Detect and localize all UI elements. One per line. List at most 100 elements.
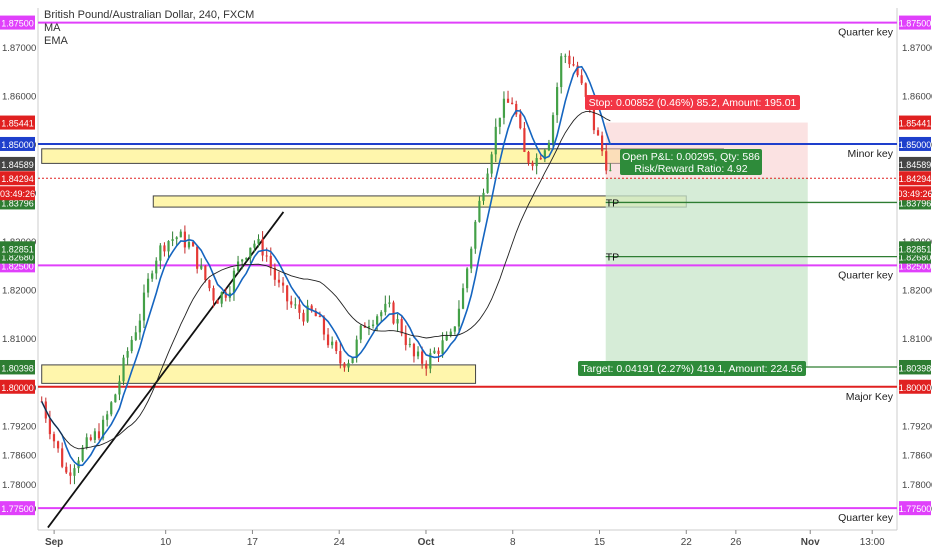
candle-body[interactable] — [482, 192, 485, 201]
candle-body[interactable] — [376, 316, 379, 325]
candle-body[interactable] — [236, 261, 240, 271]
candle-body[interactable] — [421, 351, 424, 364]
candle-body[interactable] — [81, 447, 84, 461]
candle-body[interactable] — [531, 162, 534, 167]
candle-body[interactable] — [502, 98, 506, 118]
candle-body[interactable] — [163, 245, 166, 252]
candle-body[interactable] — [347, 363, 350, 368]
candle-body[interactable] — [232, 270, 236, 293]
candle-body[interactable] — [257, 238, 260, 244]
candle-body[interactable] — [183, 231, 186, 248]
candle-body[interactable] — [118, 381, 121, 395]
candle-body[interactable] — [404, 333, 407, 346]
candle-body[interactable] — [126, 351, 129, 358]
candle-body[interactable] — [441, 340, 444, 354]
candle-body[interactable] — [539, 157, 542, 160]
candle-body[interactable] — [216, 300, 219, 304]
candle-body[interactable] — [318, 316, 321, 318]
candle-body[interactable] — [310, 305, 313, 311]
candle-body[interactable] — [592, 109, 596, 131]
candle-body[interactable] — [298, 304, 301, 313]
candle-body[interactable] — [302, 312, 305, 322]
candle-body[interactable] — [572, 64, 575, 66]
candle-body[interactable] — [506, 98, 510, 103]
candle-body[interactable] — [576, 65, 579, 76]
candle-body[interactable] — [167, 240, 170, 252]
candle-body[interactable] — [200, 265, 203, 269]
candle-body[interactable] — [392, 302, 395, 324]
candle-body[interactable] — [425, 363, 428, 369]
candle-body[interactable] — [56, 441, 60, 449]
candle-body[interactable] — [609, 170, 612, 172]
candle-body[interactable] — [429, 353, 432, 369]
candle-body[interactable] — [249, 247, 252, 258]
candle-body[interactable] — [77, 460, 80, 469]
candle-body[interactable] — [494, 126, 497, 155]
candle-body[interactable] — [294, 304, 297, 306]
candle-body[interactable] — [461, 288, 465, 309]
candle-body[interactable] — [596, 130, 600, 136]
candle-body[interactable] — [367, 326, 371, 328]
candle-body[interactable] — [515, 103, 518, 115]
indicator-ema-label[interactable]: EMA — [44, 35, 68, 47]
candle-body[interactable] — [179, 231, 182, 238]
candle-body[interactable] — [101, 419, 105, 439]
candle-body[interactable] — [187, 242, 191, 248]
candle-body[interactable] — [580, 75, 583, 84]
candle-body[interactable] — [560, 56, 563, 88]
candle-body[interactable] — [155, 260, 158, 274]
candle-body[interactable] — [355, 339, 358, 358]
indicator-ma-label[interactable]: MA — [44, 22, 61, 34]
candle-body[interactable] — [151, 273, 154, 279]
candle-body[interactable] — [453, 326, 456, 332]
candle-body[interactable] — [106, 414, 109, 420]
candle-body[interactable] — [130, 339, 133, 352]
candle-body[interactable] — [568, 55, 571, 65]
candle-body[interactable] — [400, 319, 403, 334]
candle-body[interactable] — [396, 319, 399, 324]
candle-body[interactable] — [273, 267, 276, 280]
candle-body[interactable] — [384, 303, 387, 313]
candle-body[interactable] — [89, 437, 92, 440]
candle-body[interactable] — [175, 237, 178, 240]
candle-body[interactable] — [159, 245, 162, 261]
candle-body[interactable] — [486, 173, 489, 193]
candle-body[interactable] — [73, 468, 76, 476]
candle-body[interactable] — [335, 341, 338, 352]
profit-target-zone[interactable] — [605, 178, 808, 368]
candle-body[interactable] — [269, 255, 272, 268]
candle-body[interactable] — [48, 418, 51, 435]
candle-body[interactable] — [380, 312, 383, 317]
candle-body[interactable] — [277, 279, 281, 283]
candle-body[interactable] — [196, 246, 199, 269]
candle-body[interactable] — [220, 292, 223, 304]
candle-body[interactable] — [445, 335, 448, 341]
candle-body[interactable] — [556, 87, 559, 116]
candle-body[interactable] — [547, 142, 551, 151]
candle-body[interactable] — [437, 350, 440, 354]
candle-body[interactable] — [286, 285, 289, 302]
candle-body[interactable] — [290, 301, 293, 305]
candle-body[interactable] — [241, 259, 244, 262]
candle-body[interactable] — [253, 243, 256, 248]
candle-body[interactable] — [142, 292, 146, 321]
candle-body[interactable] — [351, 357, 354, 364]
candle-body[interactable] — [551, 115, 555, 143]
candle-body[interactable] — [114, 394, 117, 403]
candle-body[interactable] — [204, 265, 207, 281]
candle-body[interactable] — [339, 351, 342, 364]
candle-body[interactable] — [93, 431, 96, 440]
candle-body[interactable] — [314, 310, 317, 317]
candle-body[interactable] — [208, 280, 211, 289]
candle-body[interactable] — [449, 331, 452, 336]
candle-body[interactable] — [85, 437, 88, 448]
candle-body[interactable] — [605, 151, 608, 171]
candle-body[interactable] — [584, 83, 587, 97]
candle-body[interactable] — [416, 351, 420, 357]
candle-body[interactable] — [343, 363, 346, 368]
candle-body[interactable] — [281, 282, 285, 286]
candle-body[interactable] — [138, 320, 141, 333]
candle-body[interactable] — [322, 316, 326, 335]
